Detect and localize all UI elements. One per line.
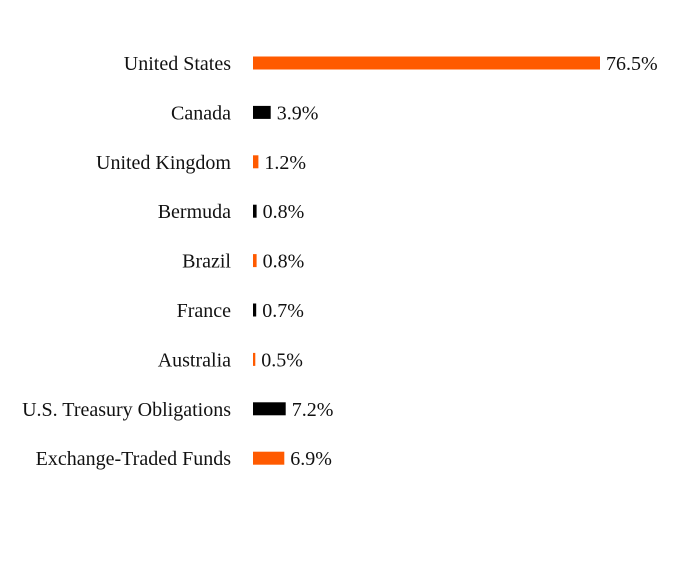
category-label: U.S. Treasury Obligations <box>22 399 231 421</box>
bars-group <box>253 56 600 465</box>
category-label: United Kingdom <box>96 152 231 174</box>
bar <box>253 105 271 119</box>
category-label: Bermuda <box>158 201 231 223</box>
category-label: United States <box>124 53 231 75</box>
value-label: 7.2% <box>292 399 334 421</box>
value-label: 6.9% <box>290 448 332 470</box>
value-label: 0.7% <box>262 300 304 322</box>
category-label: France <box>177 300 232 322</box>
bar <box>253 352 256 366</box>
value-label: 0.5% <box>261 349 303 371</box>
value-label: 3.9% <box>277 102 319 124</box>
value-labels-group: 76.5% 3.9% 1.2% 0.8% 0.8% 0.7% 0.5% 7.2% 6.9% <box>261 53 657 470</box>
bar <box>253 155 259 169</box>
bar <box>253 254 257 268</box>
category-label: Exchange-Traded Funds <box>36 448 232 470</box>
category-label: Brazil <box>182 251 231 273</box>
bar <box>253 56 600 70</box>
category-label: Australia <box>158 349 231 371</box>
bar <box>253 451 285 465</box>
bar <box>253 303 257 317</box>
value-label: 76.5% <box>606 53 658 75</box>
bar <box>253 204 257 218</box>
category-label: Canada <box>171 102 231 124</box>
category-labels-group: United States Canada United Kingdom Bermuda… <box>22 53 231 470</box>
value-label: 0.8% <box>263 201 305 223</box>
bar <box>253 402 286 416</box>
value-label: 1.2% <box>264 152 306 174</box>
value-label: 0.8% <box>263 251 305 273</box>
